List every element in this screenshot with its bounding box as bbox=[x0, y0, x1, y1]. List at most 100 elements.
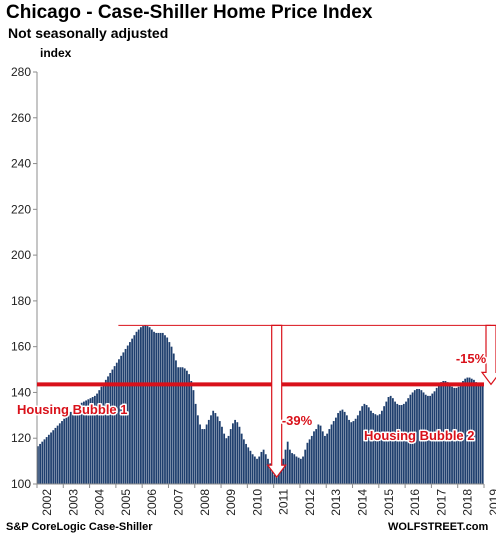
bar bbox=[37, 446, 39, 484]
x-tick-label: 2009 bbox=[224, 489, 238, 516]
bar bbox=[83, 401, 85, 484]
bar bbox=[466, 377, 469, 484]
bar bbox=[247, 447, 250, 484]
bar bbox=[155, 332, 158, 484]
bar bbox=[186, 370, 188, 484]
bar bbox=[356, 415, 359, 484]
bar bbox=[413, 390, 416, 484]
bar bbox=[65, 416, 68, 484]
bar bbox=[455, 387, 458, 484]
bar bbox=[302, 456, 304, 484]
bar bbox=[63, 418, 66, 484]
bar bbox=[475, 382, 478, 484]
bar bbox=[431, 393, 434, 484]
bar bbox=[100, 386, 103, 484]
bar bbox=[229, 429, 232, 484]
bar bbox=[102, 383, 105, 484]
bar bbox=[107, 376, 109, 484]
bar bbox=[402, 403, 405, 484]
bar bbox=[383, 406, 386, 484]
annotation-housing-bubble-2: Housing Bubble 2 bbox=[364, 428, 475, 443]
bar bbox=[367, 407, 370, 484]
annotation-drop-39: -39% bbox=[282, 413, 313, 428]
bar bbox=[69, 411, 72, 484]
bar bbox=[236, 422, 239, 484]
bar bbox=[192, 390, 195, 484]
bar bbox=[212, 410, 215, 484]
bar bbox=[440, 382, 442, 484]
bar bbox=[315, 429, 318, 484]
bar bbox=[80, 402, 83, 484]
bar bbox=[58, 423, 61, 484]
bar bbox=[363, 403, 366, 484]
bar bbox=[481, 385, 484, 484]
bar bbox=[442, 381, 445, 484]
bar bbox=[391, 398, 394, 484]
bar bbox=[201, 429, 204, 484]
y-tick-label: 100 bbox=[11, 477, 31, 491]
bar bbox=[378, 414, 381, 484]
bar bbox=[177, 367, 180, 484]
bar bbox=[223, 433, 226, 484]
x-tick-label: 2006 bbox=[145, 489, 159, 516]
brand-credit: WOLFSTREET.com bbox=[388, 521, 489, 533]
bar bbox=[120, 355, 123, 484]
bar bbox=[337, 413, 339, 484]
axes-group: 100 120 140 160 180 200 220 240 260 280 2002 2003 20… bbox=[11, 65, 496, 516]
bar bbox=[232, 423, 234, 484]
bar bbox=[286, 441, 289, 484]
bar bbox=[435, 387, 438, 484]
bar bbox=[359, 410, 361, 484]
bar bbox=[416, 389, 418, 484]
bar bbox=[411, 392, 414, 484]
y-tick-label: 280 bbox=[11, 65, 31, 79]
bar bbox=[308, 439, 311, 484]
bar bbox=[225, 438, 228, 484]
bar bbox=[194, 403, 197, 484]
bar bbox=[273, 474, 276, 484]
bar bbox=[405, 401, 407, 484]
bar bbox=[67, 414, 70, 484]
bar bbox=[479, 385, 482, 484]
bar bbox=[446, 382, 449, 484]
bar bbox=[74, 407, 77, 484]
bar bbox=[214, 413, 217, 484]
x-tick-label: 2016 bbox=[408, 489, 422, 516]
bar bbox=[122, 352, 125, 484]
bar bbox=[260, 451, 263, 484]
bar bbox=[304, 449, 307, 484]
bar bbox=[258, 456, 261, 484]
bar bbox=[464, 378, 467, 484]
bar bbox=[354, 418, 357, 484]
bar bbox=[148, 327, 151, 484]
bar bbox=[262, 449, 265, 484]
bar bbox=[190, 381, 193, 484]
bar bbox=[319, 425, 322, 484]
bar bbox=[78, 403, 81, 484]
bar bbox=[251, 454, 254, 484]
bar bbox=[348, 419, 350, 484]
bar bbox=[267, 458, 269, 484]
bar bbox=[161, 332, 164, 484]
bar bbox=[409, 394, 412, 484]
bar bbox=[157, 332, 160, 484]
y-tick-label: 200 bbox=[11, 248, 31, 262]
bar bbox=[115, 362, 118, 484]
bar bbox=[339, 410, 342, 484]
source-note: S&P CoreLogic Case-Shiller bbox=[6, 521, 153, 533]
y-tick-label: 120 bbox=[11, 431, 31, 445]
bar bbox=[459, 384, 462, 484]
bar bbox=[256, 458, 258, 484]
bar bbox=[264, 454, 267, 484]
bar bbox=[133, 335, 136, 484]
bar bbox=[144, 325, 147, 484]
bar bbox=[50, 432, 52, 484]
bar bbox=[278, 472, 280, 484]
bar bbox=[453, 387, 456, 484]
bar bbox=[345, 415, 348, 484]
bar bbox=[172, 353, 175, 484]
x-tick-label: 2007 bbox=[171, 489, 185, 516]
y-tick-label: 220 bbox=[11, 202, 31, 216]
bar bbox=[433, 391, 436, 484]
y-axis-label: index bbox=[40, 46, 72, 60]
